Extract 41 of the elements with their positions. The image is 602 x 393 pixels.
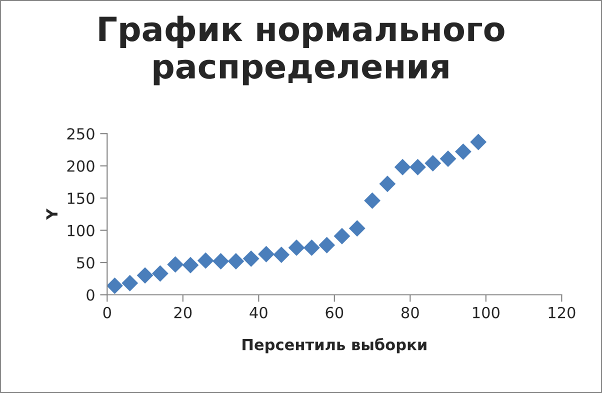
x-tick-label: 60 [326,306,344,318]
point [454,143,472,160]
y-tick-label: 200 [67,160,94,172]
x-tick-label: 100 [473,306,500,318]
point [228,253,244,270]
point [470,134,487,150]
x-axis-title: Персентиль выборки [242,338,426,354]
y-tick-label: 50 [77,256,94,269]
y-tick-label: 250 [67,128,94,140]
point [424,155,442,172]
point [334,228,350,244]
point [212,253,229,270]
point [394,158,411,176]
point [258,246,274,262]
point [197,252,214,269]
point [107,278,123,294]
point [303,239,320,256]
point [136,267,154,284]
point [122,274,138,292]
x-tick-label: 120 [548,306,576,318]
y-axis-title: Y [46,208,58,220]
chart-title: График нормального распределения [99,16,504,86]
point [318,236,336,254]
point [182,256,199,274]
point [167,256,184,273]
point [410,158,426,176]
point [273,246,290,264]
point [364,192,381,209]
y-tick-label: 100 [68,224,94,236]
x-tick-label: 40 [250,306,268,318]
x-tick-label: 80 [401,306,419,318]
point [288,239,305,256]
x-tick-label: 0 [103,306,111,318]
point [379,176,396,192]
point [440,150,456,167]
point [242,250,260,267]
y-tick-label: 150 [68,192,94,204]
x-tick-label: 20 [174,306,192,318]
y-tick-label: 0 [86,289,94,301]
point [348,220,366,237]
point [152,265,168,282]
